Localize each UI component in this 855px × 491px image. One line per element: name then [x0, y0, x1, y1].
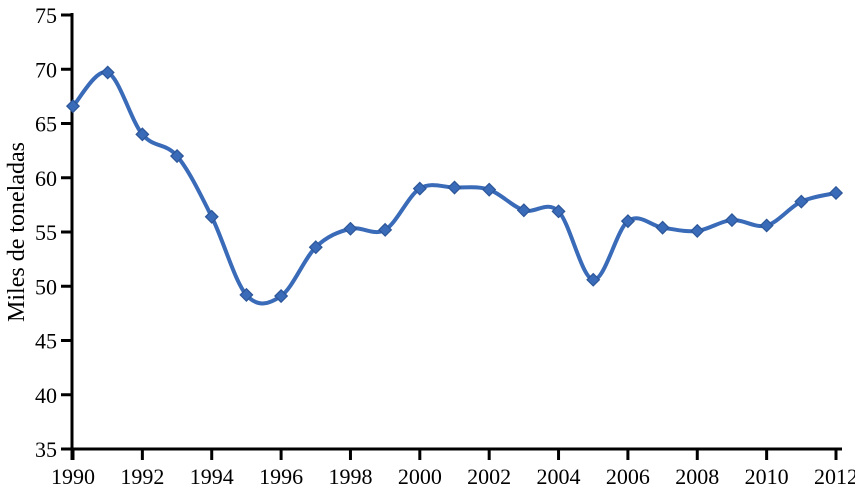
series-layer	[65, 65, 844, 306]
y-axis-title: Miles de toneladas	[4, 142, 30, 322]
data-point-marker	[690, 223, 705, 238]
x-tick-label: 2010	[745, 464, 789, 489]
data-point-marker	[724, 213, 740, 228]
y-tick-label: 45	[35, 329, 57, 354]
y-tick-label: 50	[35, 274, 57, 299]
x-tick-label: 1998	[328, 464, 372, 489]
data-point-marker	[759, 218, 774, 233]
y-tick-label: 35	[35, 437, 57, 462]
x-tick-label: 1990	[51, 464, 95, 489]
data-point-marker	[794, 194, 809, 209]
y-tick-label: 40	[35, 383, 57, 408]
y-tick-label: 55	[35, 220, 57, 245]
x-tick-label: 1992	[120, 464, 164, 489]
x-tick-label: 2002	[467, 464, 511, 489]
x-tick-label: 1994	[190, 464, 234, 489]
data-point-marker	[65, 99, 81, 114]
y-tick-label: 65	[35, 112, 57, 137]
data-point-marker	[169, 149, 185, 164]
data-point-marker	[655, 220, 670, 235]
data-point-marker	[447, 180, 462, 195]
x-tick-label: 2012	[814, 464, 855, 489]
x-tick-label: 2000	[398, 464, 442, 489]
y-tick-label: 60	[35, 166, 57, 191]
data-point-marker	[551, 204, 566, 219]
data-point-marker	[516, 203, 531, 218]
data-point-marker	[586, 272, 601, 287]
x-tick-label: 2008	[675, 464, 719, 489]
data-point-marker	[482, 182, 497, 197]
data-point-marker	[412, 181, 427, 196]
y-tick-label: 70	[35, 57, 57, 82]
data-point-marker	[343, 221, 358, 236]
x-tick-label: 1996	[259, 464, 303, 489]
data-point-marker	[620, 214, 635, 229]
x-tick-label: 2006	[606, 464, 650, 489]
data-point-marker	[100, 65, 115, 80]
y-tick-label: 75	[35, 3, 57, 28]
data-point-marker	[308, 240, 323, 255]
x-tick-label: 2004	[537, 464, 581, 489]
data-point-marker	[239, 287, 254, 302]
data-point-marker	[135, 127, 150, 142]
data-point-marker	[204, 209, 219, 224]
data-point-marker	[378, 222, 393, 237]
axes-layer: 35 40 45 50 55 60 65 70 75 1990 1992 1994 1996 1998 20…	[35, 3, 855, 489]
data-point-marker	[828, 185, 844, 200]
data-point-marker	[274, 288, 289, 304]
